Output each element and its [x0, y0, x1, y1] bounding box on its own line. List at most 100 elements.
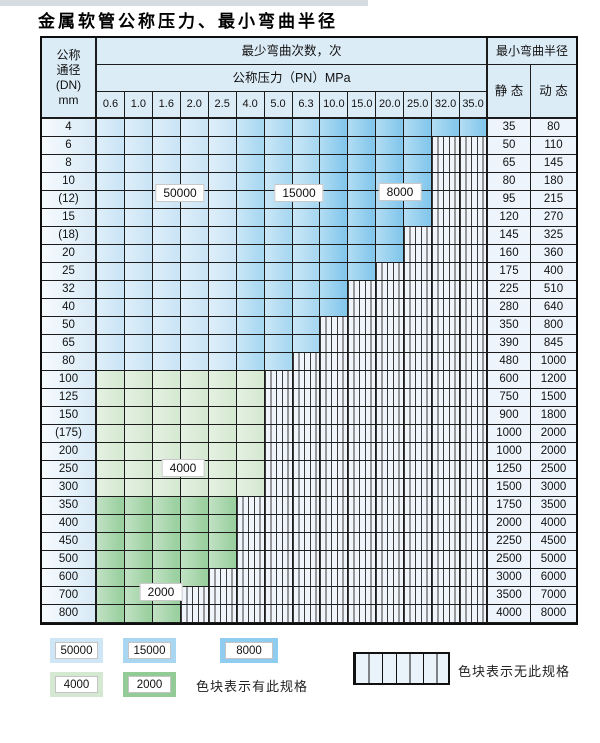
- no-spec-cell: [264, 587, 293, 605]
- no-spec-cell: [348, 497, 377, 515]
- no-spec-cell: [460, 587, 488, 605]
- static-radius-350: 1750: [488, 497, 531, 515]
- spec-cell: [152, 479, 181, 497]
- dn-label-600: 600: [42, 569, 97, 587]
- dn-label-40: 40: [42, 299, 97, 317]
- spec-cell: [180, 263, 209, 281]
- no-spec-cell: [376, 371, 405, 389]
- spec-cell: [180, 245, 209, 263]
- no-spec-cell: [404, 227, 433, 245]
- legend-swatch-50000-label: 50000: [55, 642, 98, 659]
- spec-cell: [236, 443, 265, 461]
- no-spec-cell: [264, 605, 293, 623]
- spec-cell: [264, 335, 293, 353]
- static-radius-500: 2500: [488, 551, 531, 569]
- no-spec-cell: [348, 281, 377, 299]
- no-spec-cell: [460, 191, 488, 209]
- dn-label-450: 450: [42, 533, 97, 551]
- no-spec-cell: [320, 407, 349, 425]
- spec-cell: [124, 371, 153, 389]
- no-spec-cell: [320, 335, 349, 353]
- dynamic-radius-600: 6000: [531, 569, 576, 587]
- dynamic-radius-40: 640: [531, 299, 576, 317]
- spec-cell: [236, 245, 265, 263]
- no-spec-cell: [264, 371, 293, 389]
- spec-cell: [152, 299, 181, 317]
- spec-cell: [97, 335, 125, 353]
- spec-cell: [124, 515, 153, 533]
- no-spec-cell: [460, 335, 488, 353]
- spec-cell: [97, 227, 125, 245]
- spec-cell: [236, 119, 265, 137]
- no-spec-cell: [376, 515, 405, 533]
- no-spec-cell: [208, 605, 237, 623]
- no-spec-cell: [376, 533, 405, 551]
- no-spec-cell: [180, 587, 209, 605]
- spec-cell: [124, 479, 153, 497]
- dynamic-radius-4: 80: [531, 119, 576, 137]
- dn-label-32: 32: [42, 281, 97, 299]
- spec-cell: [152, 371, 181, 389]
- no-spec-cell: [376, 317, 405, 335]
- no-spec-cell: [432, 569, 461, 587]
- spec-cell: [208, 245, 237, 263]
- no-spec-cell: [320, 587, 349, 605]
- spec-cell: [152, 533, 181, 551]
- no-spec-cell: [376, 281, 405, 299]
- spec-cell: [124, 209, 153, 227]
- pressure-header: 公称压力（PN）MPa: [97, 65, 488, 92]
- no-spec-cell: [404, 245, 433, 263]
- legend-has-spec-text: 色块表示有此规格: [196, 679, 309, 694]
- table-grid: 公称 通径 (DN) mm 最少弯曲次数，次 最小弯曲半径 公称压力（PN）MP…: [40, 36, 578, 625]
- no-spec-cell: [432, 173, 461, 191]
- static-radius-15: 120: [488, 209, 531, 227]
- dynamic-radius-100: 1200: [531, 371, 576, 389]
- no-spec-cell: [320, 389, 349, 407]
- dn-label-350: 350: [42, 497, 97, 515]
- spec-cell: [236, 479, 265, 497]
- no-spec-cell: [292, 425, 321, 443]
- spec-cell: [208, 209, 237, 227]
- dn-label-6: 6: [42, 137, 97, 155]
- no-spec-cell: [460, 281, 488, 299]
- no-spec-cell: [292, 461, 321, 479]
- pressure-tick-5.0: 5.0: [264, 92, 293, 119]
- dn-label-700: 700: [42, 587, 97, 605]
- no-spec-cell: [404, 263, 433, 281]
- spec-cell: [320, 155, 349, 173]
- no-spec-cell: [432, 263, 461, 281]
- no-spec-cell: [460, 425, 488, 443]
- legend-swatch-8000-label: 8000: [225, 642, 273, 659]
- spec-cell: [320, 173, 349, 191]
- no-spec-cell: [292, 443, 321, 461]
- spec-cell: [320, 137, 349, 155]
- static-radius-400: 2000: [488, 515, 531, 533]
- dn-label-8: 8: [42, 155, 97, 173]
- spec-cell: [180, 335, 209, 353]
- no-spec-cell: [404, 299, 433, 317]
- dynamic-header: 动 态: [531, 65, 576, 119]
- spec-cell: [152, 389, 181, 407]
- no-spec-cell: [320, 353, 349, 371]
- static-radius-200: 1000: [488, 443, 531, 461]
- no-spec-cell: [376, 443, 405, 461]
- no-spec-cell: [348, 389, 377, 407]
- zone-label-50000: 50000: [155, 184, 205, 202]
- spec-cell: [208, 299, 237, 317]
- no-spec-cell: [404, 551, 433, 569]
- no-spec-cell: [460, 389, 488, 407]
- corner-header-dn: 公称 通径 (DN) mm: [42, 38, 97, 119]
- legend-swatch-15000: 15000: [123, 638, 176, 663]
- spec-cell: [348, 119, 377, 137]
- spec-cell: [152, 353, 181, 371]
- spec-cell: [292, 245, 321, 263]
- static-radius-(12): 95: [488, 191, 531, 209]
- spec-cell: [320, 227, 349, 245]
- no-spec-cell: [264, 407, 293, 425]
- dynamic-radius-50: 800: [531, 317, 576, 335]
- no-spec-cell: [236, 533, 265, 551]
- spec-cell: [180, 425, 209, 443]
- spec-cell: [208, 497, 237, 515]
- spec-cell: [97, 317, 125, 335]
- no-spec-cell: [460, 173, 488, 191]
